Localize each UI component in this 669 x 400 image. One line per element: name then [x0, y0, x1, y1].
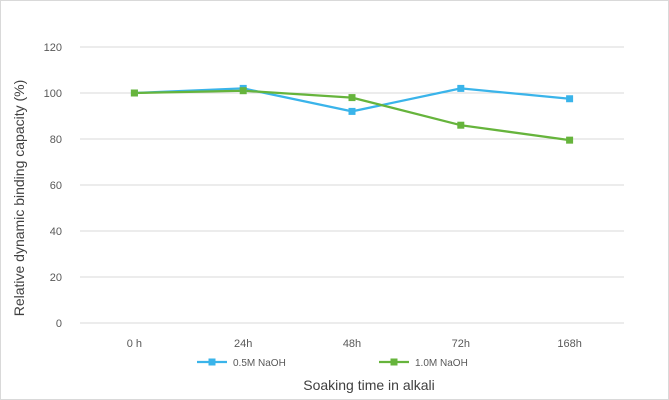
y-tick-label: 80 — [50, 134, 62, 146]
x-tick-label: 48h — [343, 338, 361, 350]
x-axis-ticks: 0 h 24h 48h 72h 168h — [127, 338, 582, 350]
gridlines — [80, 46, 624, 324]
data-point — [348, 94, 356, 102]
data-point — [457, 121, 465, 129]
legend-label: 0.5M NaOH — [233, 358, 286, 369]
series-markers — [130, 84, 574, 144]
y-tick-label: 0 — [56, 318, 62, 330]
data-point — [566, 136, 574, 144]
x-tick-label: 24h — [234, 338, 252, 350]
data-point — [348, 107, 356, 115]
y-tick-label: 20 — [50, 272, 62, 284]
data-point — [239, 87, 247, 95]
x-axis-title: Soaking time in alkali — [303, 377, 435, 393]
legend: 0.5M NaOH 1.0M NaOH — [197, 358, 468, 369]
y-axis-title: Relative dynamic binding capacity (%) — [11, 80, 27, 317]
y-tick-label: 100 — [44, 88, 62, 100]
data-point — [130, 89, 138, 97]
x-tick-label: 168h — [557, 338, 581, 350]
x-tick-label: 72h — [452, 338, 470, 350]
legend-label: 1.0M NaOH — [415, 358, 468, 369]
y-axis-ticks: 0 20 40 60 80 100 120 — [44, 42, 62, 330]
y-tick-label: 40 — [50, 226, 62, 238]
data-point — [457, 84, 465, 92]
legend-swatch-marker — [208, 358, 216, 366]
y-tick-label: 60 — [50, 180, 62, 192]
data-point — [566, 95, 574, 103]
y-tick-label: 120 — [44, 42, 62, 54]
x-tick-label: 0 h — [127, 338, 142, 350]
legend-swatch-marker — [390, 358, 398, 366]
